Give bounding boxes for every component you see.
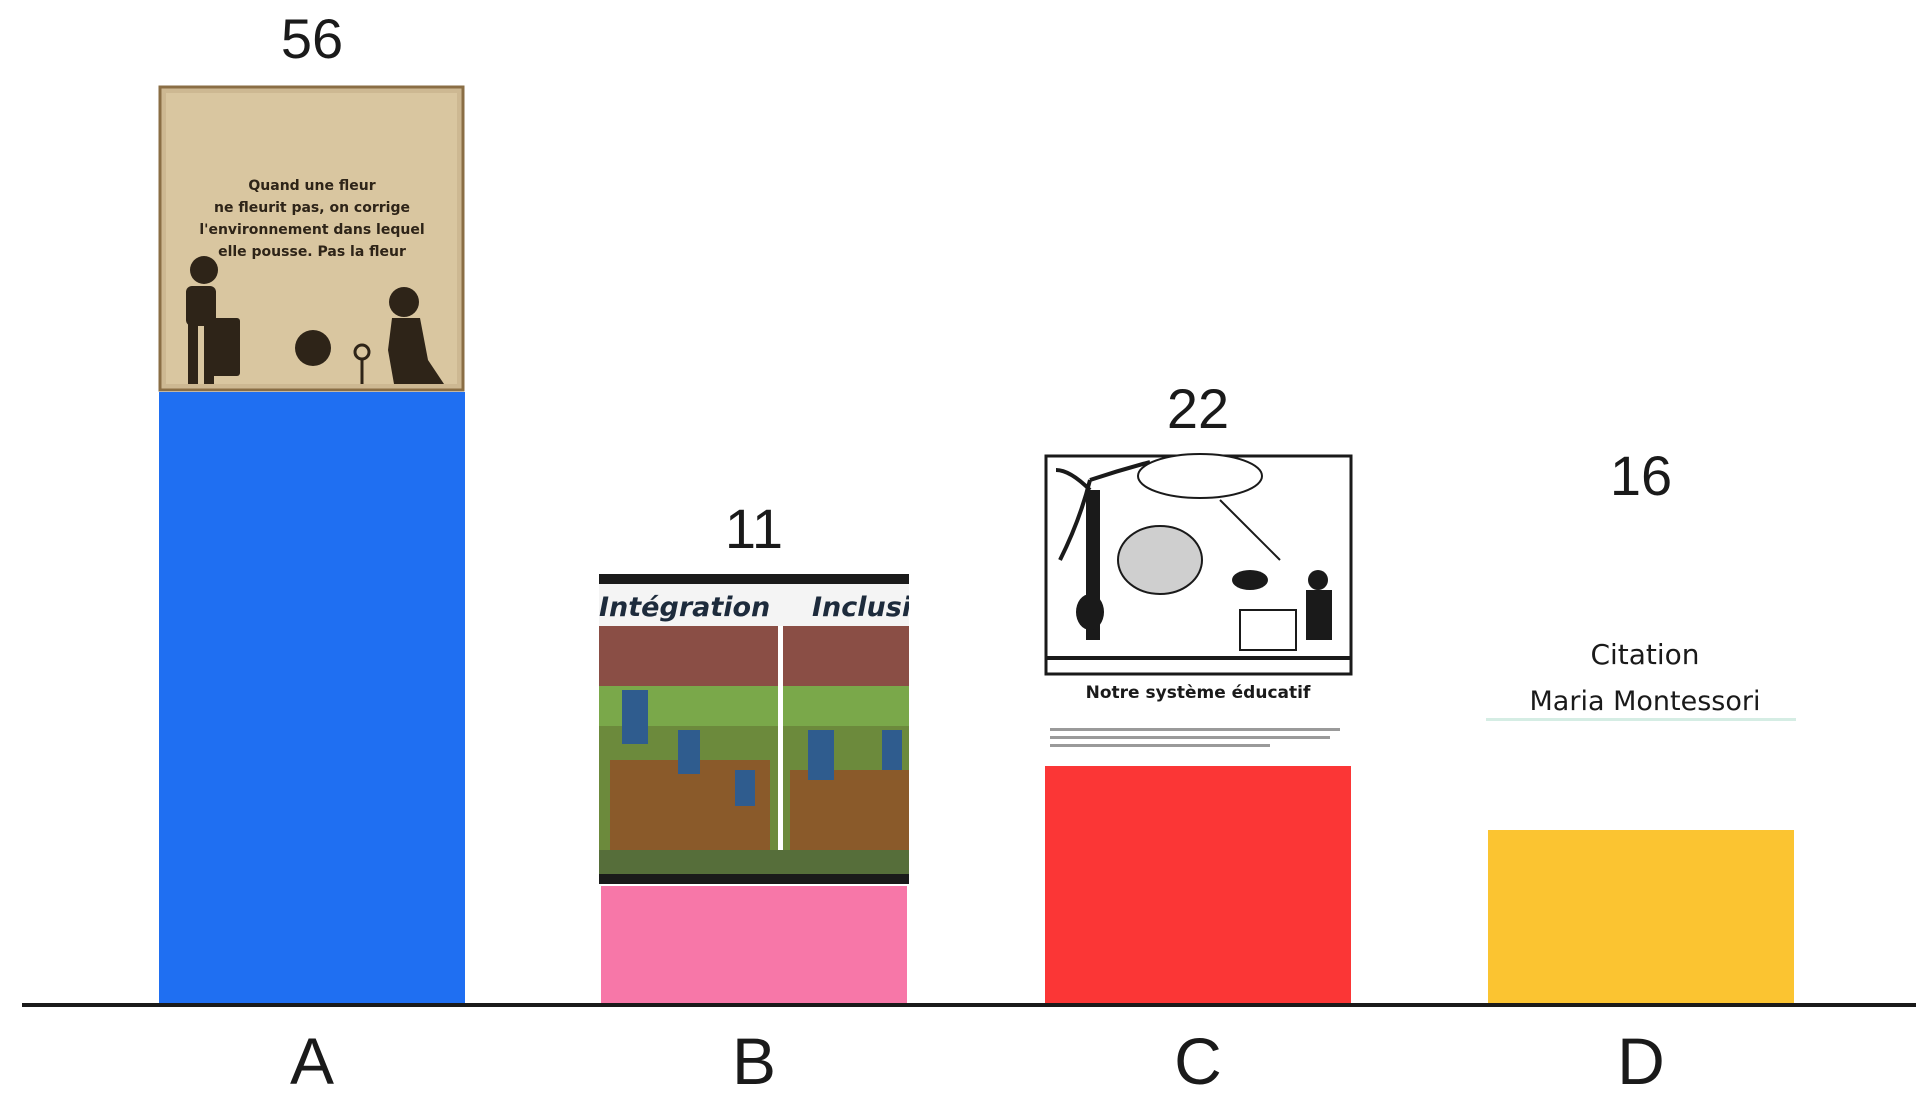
category-label-a: A <box>290 1024 334 1093</box>
quote-line-4: elle pousse. Pas la fleur <box>218 244 406 260</box>
bars-layer <box>159 392 1794 1003</box>
quote-line-2: ne fleurit pas, on corrige <box>214 200 410 216</box>
quote-line-3: l'environnement dans lequel <box>199 222 424 238</box>
bar-d-picture: Citation Maria Montessori <box>1486 638 1796 721</box>
integration-title: Intégration <box>599 592 770 623</box>
value-label-d: 16 <box>1610 444 1672 507</box>
bar-b <box>601 886 907 1003</box>
bar-b-picture: Intégration Inclusi <box>599 574 912 884</box>
bar-d <box>1488 830 1794 1003</box>
value-label-b: 11 <box>725 497 783 560</box>
citation-label: Citation <box>1590 638 1699 671</box>
category-label-b: B <box>732 1024 776 1093</box>
citation-author: Maria Montessori <box>1530 686 1761 717</box>
category-label-d: D <box>1617 1024 1665 1093</box>
kneeling-child-silhouette-icon <box>388 287 444 384</box>
flower-icon <box>353 343 371 384</box>
value-label-c: 22 <box>1167 377 1229 440</box>
globe-icon <box>295 330 331 366</box>
bar-c <box>1045 766 1351 1003</box>
cartoon-caption: Notre système éducatif <box>1086 683 1311 703</box>
gardener-silhouette-icon <box>186 256 240 384</box>
category-label-c: C <box>1174 1024 1222 1093</box>
value-label-a: 56 <box>281 7 343 70</box>
inclusion-title: Inclusi <box>812 592 912 623</box>
bar-a <box>159 392 465 1003</box>
labels-layer: 56 A 11 B 22 C 16 D <box>281 7 1672 1093</box>
bar-c-picture: Notre système éducatif <box>1044 453 1353 747</box>
quote-line-1: Quand une fleur <box>248 178 375 194</box>
bar-a-picture: Quand une fleur ne fleurit pas, on corri… <box>158 85 465 392</box>
